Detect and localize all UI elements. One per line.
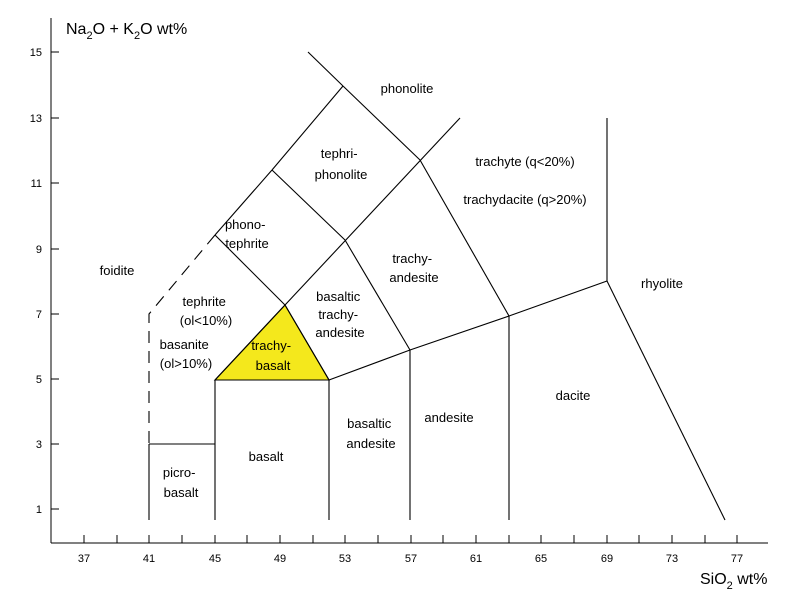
phonotephrite-upper-boundary xyxy=(214,169,273,236)
phonotephrite-left-boundary xyxy=(214,234,286,306)
x-tick-label: 45 xyxy=(209,553,221,565)
x-tick-label: 73 xyxy=(666,553,678,565)
y-tick-label: 13 xyxy=(30,113,42,125)
tephriphonolite-upper-boundary xyxy=(271,85,344,171)
label-line: tephri- xyxy=(321,146,358,161)
x-tick-label: 57 xyxy=(405,553,417,565)
y-tick-label: 5 xyxy=(36,374,42,386)
trachyte-left-boundary xyxy=(419,159,510,317)
label-line: phono- xyxy=(225,217,265,232)
label-phonotephrite: phono- tephrite xyxy=(225,217,269,251)
label-line: tephrite xyxy=(225,236,268,251)
label-line: basaltic xyxy=(316,289,361,304)
y-title-part: Na xyxy=(66,21,87,38)
y-tick-labels: 1 3 5 7 9 11 13 15 xyxy=(30,47,42,516)
label-tephriphonolite: tephri- phonolite xyxy=(315,146,368,182)
y-axis-title: Na2O + K2O wt% xyxy=(66,21,187,42)
y-title-part: O wt% xyxy=(140,21,187,38)
label-basalt: basalt xyxy=(249,449,284,464)
trachyandesite-upper-boundary xyxy=(284,117,461,306)
label-line: phonolite xyxy=(315,167,368,182)
label-line: andesite xyxy=(346,436,395,451)
tephrite-upper-boundary xyxy=(214,304,286,381)
label-line: andesite xyxy=(315,325,364,340)
y-tick-label: 15 xyxy=(30,47,42,59)
x-title-part: SiO xyxy=(700,571,727,588)
y-tick-label: 9 xyxy=(36,244,42,256)
x-tick-label: 53 xyxy=(339,553,351,565)
x-axis-title: SiO2 wt% xyxy=(700,571,767,592)
x-title-part: wt% xyxy=(733,571,768,588)
x-tick-label: 37 xyxy=(78,553,90,565)
label-line: picro- xyxy=(163,465,196,480)
y-title-subscript: 2 xyxy=(134,30,140,42)
x-tick-label: 65 xyxy=(535,553,547,565)
x-tick-label: 69 xyxy=(601,553,613,565)
label-line: basalt xyxy=(164,485,199,500)
label-tephrite: tephrite (ol<10%) xyxy=(180,294,232,328)
y-axis-ticks xyxy=(51,51,59,510)
field-labels: foidite tephrite (ol<10%) basanite (ol>1… xyxy=(100,81,683,500)
label-trachydacite: trachydacite (q>20%) xyxy=(463,192,586,207)
label-line: basalt xyxy=(256,358,291,373)
label-basaltic-andesite: basaltic andesite xyxy=(346,416,395,451)
label-line: trachy- xyxy=(251,338,291,353)
alkaline-subalkaline-boundary xyxy=(328,280,608,381)
label-line: (ol<10%) xyxy=(180,313,232,328)
y-tick-label: 3 xyxy=(36,439,42,451)
label-line: tephrite xyxy=(183,294,226,309)
label-dacite: dacite xyxy=(556,388,591,403)
phonolite-upper-boundary xyxy=(307,51,344,87)
y-title-part: O + K xyxy=(93,21,135,38)
label-trachyte: trachyte (q<20%) xyxy=(475,154,574,169)
label-line: basaltic xyxy=(347,416,392,431)
label-line: andesite xyxy=(389,270,438,285)
x-tick-labels: 37 41 45 49 53 57 61 65 69 73 77 xyxy=(78,553,743,565)
label-line: (ol>10%) xyxy=(160,356,212,371)
label-trachyandesite: trachy- andesite xyxy=(389,251,438,285)
foidite-boundary xyxy=(148,234,216,444)
basaltic-trachyandesite-left-boundary xyxy=(284,304,330,381)
x-tick-label: 61 xyxy=(470,553,482,565)
x-title-subscript: 2 xyxy=(727,580,733,592)
trachyandesite-left-boundary xyxy=(344,239,411,351)
x-tick-label: 41 xyxy=(143,553,155,565)
y-title-subscript: 2 xyxy=(86,30,92,42)
label-picrobasalt: picro- basalt xyxy=(163,465,199,500)
phonolite-left-boundary xyxy=(342,85,421,161)
x-tick-label: 49 xyxy=(274,553,286,565)
x-axis-ticks xyxy=(83,535,738,543)
y-tick-label: 7 xyxy=(36,309,42,321)
label-line: basanite xyxy=(160,337,209,352)
label-foidite: foidite xyxy=(100,263,135,278)
tephriphonolite-left-boundary xyxy=(271,169,346,241)
label-rhyolite: rhyolite xyxy=(641,276,683,291)
rhyolite-lower-boundary xyxy=(606,280,726,521)
label-andesite: andesite xyxy=(424,410,473,425)
label-phonolite: phonolite xyxy=(381,81,434,96)
label-basaltic-trachyandesite: basaltic trachy- andesite xyxy=(315,289,364,340)
label-basanite: basanite (ol>10%) xyxy=(160,337,213,371)
label-trachybasalt: trachy- basalt xyxy=(251,338,294,373)
label-line: trachy- xyxy=(392,251,432,266)
field-boundaries xyxy=(148,51,726,521)
x-tick-label: 77 xyxy=(731,553,743,565)
y-tick-label: 1 xyxy=(36,504,42,516)
label-line: trachy- xyxy=(318,307,358,322)
y-tick-label: 11 xyxy=(31,178,42,190)
